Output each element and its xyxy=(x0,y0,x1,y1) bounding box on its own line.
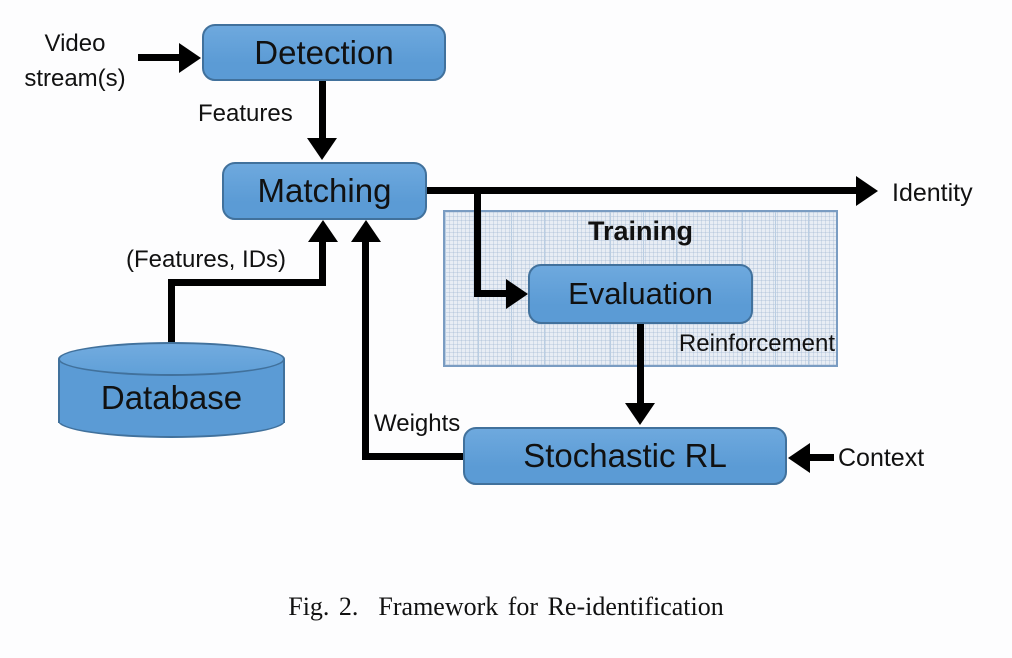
arrow-head-down-icon xyxy=(307,138,337,160)
arrow-head-up-icon xyxy=(308,220,338,242)
arrow-head-up-icon xyxy=(351,220,381,242)
caption-title: Framework for Re-identification xyxy=(378,592,724,621)
database-label: Database xyxy=(58,366,285,430)
evaluation-node: Evaluation xyxy=(528,264,753,324)
database-cylinder: Database xyxy=(58,342,285,440)
matching-label: Matching xyxy=(257,172,392,209)
arrow-shaft xyxy=(362,240,369,460)
arrow-shaft xyxy=(319,240,326,286)
features-ids-label: (Features, IDs) xyxy=(126,246,287,273)
caption-figure-number: Fig. 2. xyxy=(288,592,359,621)
arrow-shaft xyxy=(427,187,857,194)
arrow-shaft xyxy=(362,453,463,460)
figure-caption: Fig. 2. Framework for Re-identification xyxy=(0,592,1012,622)
arrow-shaft xyxy=(168,279,326,286)
video-stream-line2: stream(s) xyxy=(24,65,126,92)
arrow-head-down-icon xyxy=(625,403,655,425)
context-label: Context xyxy=(838,444,925,472)
video-stream-line1: Video xyxy=(44,30,106,57)
video-stream-label: Video stream(s) xyxy=(10,26,140,96)
identity-label: Identity xyxy=(892,179,973,207)
arrow-shaft xyxy=(168,282,175,345)
detection-label: Detection xyxy=(254,33,394,71)
evaluation-label: Evaluation xyxy=(568,276,713,311)
detection-node: Detection xyxy=(202,24,446,81)
matching-node: Matching xyxy=(222,162,427,220)
arrow-shaft xyxy=(474,187,481,297)
arrow-shaft xyxy=(808,454,834,461)
features-label: Features xyxy=(198,100,293,127)
stochastic-rl-node: Stochastic RL xyxy=(463,427,787,485)
arrow-shaft xyxy=(138,54,180,61)
arrow-head-right-icon xyxy=(506,279,528,309)
training-label: Training xyxy=(587,216,693,246)
stochastic-rl-label: Stochastic RL xyxy=(523,437,727,474)
arrow-shaft xyxy=(474,290,508,297)
arrow-head-left-icon xyxy=(788,443,810,473)
weights-label: Weights xyxy=(374,410,461,437)
reinforcement-label: Reinforcement xyxy=(678,330,835,357)
arrow-shaft xyxy=(637,324,644,405)
arrow-head-right-icon xyxy=(179,43,201,73)
cylinder-top xyxy=(58,342,285,376)
arrow-shaft xyxy=(319,81,326,139)
database-label-text: Database xyxy=(100,379,243,416)
arrow-head-right-icon xyxy=(856,176,878,206)
